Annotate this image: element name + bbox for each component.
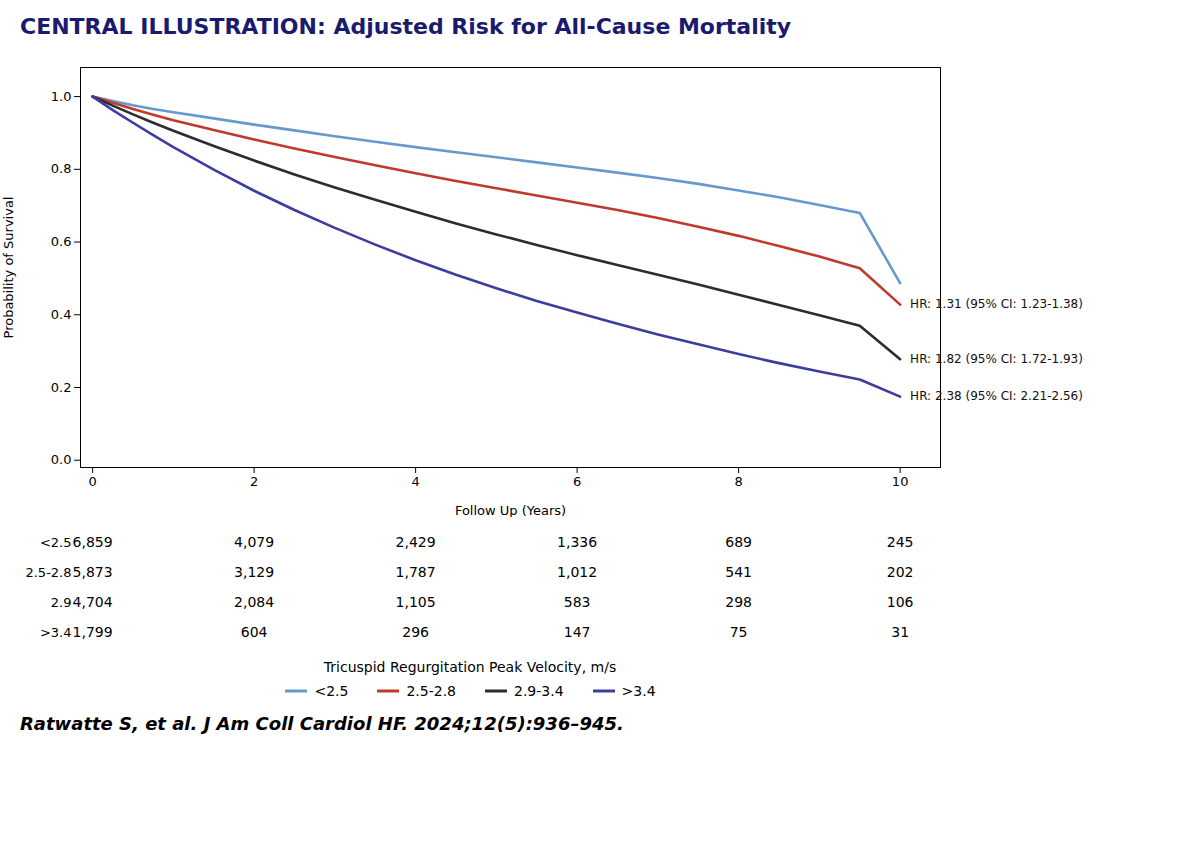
svg-text:0.4: 0.4: [51, 307, 72, 322]
svg-text:0.6: 0.6: [51, 234, 72, 249]
svg-text:604: 604: [241, 624, 268, 640]
html-text:2.9-3.4: 2.9-3.4: [514, 683, 564, 699]
svg-text:HR: 2.38 (95% CI: 2.21-2.56): HR: 2.38 (95% CI: 2.21-2.56): [910, 389, 1083, 403]
svg-text:HR: 1.82 (95% CI: 1.72-1.93): HR: 1.82 (95% CI: 1.72-1.93): [910, 352, 1083, 366]
svg-text:HR: 1.31 (95% CI: 1.23-1.38): HR: 1.31 (95% CI: 1.23-1.38): [910, 297, 1083, 311]
svg-text:2.5-2.8: 2.5-2.8: [25, 565, 71, 580]
svg-text:0: 0: [88, 474, 96, 489]
svg-text:245: 245: [887, 534, 914, 550]
svg-text:541: 541: [725, 564, 752, 580]
svg-text:4,704: 4,704: [73, 594, 113, 610]
svg-text:6: 6: [573, 474, 581, 489]
svg-text:1,336: 1,336: [557, 534, 597, 550]
svg-text:689: 689: [725, 534, 752, 550]
svg-text:Probability of Survival: Probability of Survival: [1, 197, 16, 339]
svg-text:<2.5: <2.5: [40, 535, 72, 550]
svg-text:296: 296: [402, 624, 429, 640]
svg-text:202: 202: [887, 564, 914, 580]
svg-text:0.2: 0.2: [51, 380, 72, 395]
svg-text:10: 10: [892, 474, 909, 489]
svg-text:3,129: 3,129: [234, 564, 274, 580]
svg-text:4,079: 4,079: [234, 534, 274, 550]
svg-text:Follow Up (Years): Follow Up (Years): [455, 503, 566, 518]
svg-text:1,105: 1,105: [396, 594, 436, 610]
svg-text:>3.4: >3.4: [40, 625, 72, 640]
html-text:2.5-2.8: 2.5-2.8: [406, 683, 456, 699]
svg-text:147: 147: [564, 624, 591, 640]
svg-text:1,787: 1,787: [396, 564, 436, 580]
html-text:Tricuspid Regurgitation Peak V: Tricuspid Regurgitation Peak Velocity, m…: [323, 659, 617, 675]
html-text:Ratwatte S, et al. J Am Coll C: Ratwatte S, et al. J Am Coll Cardiol HF.…: [20, 713, 624, 734]
svg-text:583: 583: [564, 594, 591, 610]
svg-text:1,012: 1,012: [557, 564, 597, 580]
svg-text:0.8: 0.8: [51, 161, 72, 176]
svg-text:1.0: 1.0: [51, 89, 72, 104]
svg-text:2: 2: [250, 474, 258, 489]
svg-text:298: 298: [725, 594, 752, 610]
svg-text:1,799: 1,799: [73, 624, 113, 640]
svg-text:2.9: 2.9: [51, 595, 72, 610]
html-text:CENTRAL ILLUSTRATION: Adjusted: CENTRAL ILLUSTRATION: Adjusted Risk for …: [20, 14, 792, 39]
svg-text:31: 31: [891, 624, 909, 640]
svg-text:8: 8: [734, 474, 742, 489]
svg-text:4: 4: [411, 474, 419, 489]
svg-text:6,859: 6,859: [73, 534, 113, 550]
svg-text:106: 106: [887, 594, 914, 610]
svg-text:5,873: 5,873: [73, 564, 113, 580]
svg-text:2,084: 2,084: [234, 594, 274, 610]
svg-text:0.0: 0.0: [51, 452, 72, 467]
svg-text:2,429: 2,429: [396, 534, 436, 550]
html-text:<2.5: <2.5: [314, 683, 349, 699]
svg-text:75: 75: [730, 624, 748, 640]
html-text:>3.4: >3.4: [621, 683, 656, 699]
